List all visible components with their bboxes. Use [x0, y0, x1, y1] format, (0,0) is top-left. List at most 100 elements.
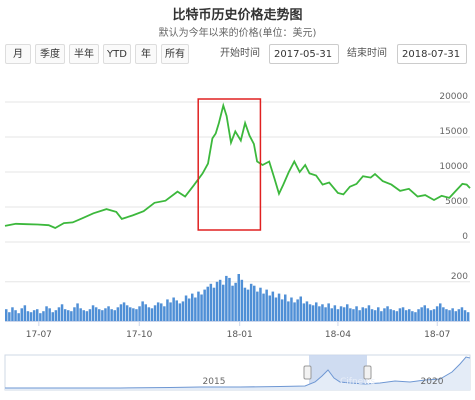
- volume-bar: [101, 310, 104, 321]
- volume-bar: [451, 308, 454, 321]
- volume-bar: [256, 291, 259, 321]
- volume-bar: [153, 305, 157, 321]
- volume-bar: [435, 306, 439, 321]
- highlight-box: [197, 98, 262, 231]
- volume-bar: [194, 297, 197, 321]
- volume-bar: [215, 281, 219, 321]
- volume-bar: [423, 305, 426, 321]
- volume-bar: [280, 299, 284, 321]
- range-button-ytd[interactable]: YTD: [103, 44, 131, 64]
- volume-bar: [277, 293, 281, 321]
- volume-bar: [293, 302, 296, 321]
- volume-bar: [330, 308, 333, 321]
- volume-bar: [203, 289, 206, 321]
- volume-bar: [389, 309, 392, 321]
- range-button-all[interactable]: 所有: [161, 44, 189, 64]
- volume-bar: [346, 304, 349, 321]
- volume-bar: [218, 279, 222, 321]
- volume-bar: [262, 293, 265, 321]
- volume-bar: [460, 307, 464, 321]
- volume-bar: [209, 283, 213, 321]
- volume-bar: [175, 300, 178, 321]
- volume-bar: [454, 311, 457, 321]
- volume-bar: [318, 306, 321, 321]
- volume-bar: [135, 309, 138, 321]
- volume-bar: [448, 310, 451, 321]
- end-date-input[interactable]: [397, 44, 467, 64]
- volume-bar: [57, 307, 61, 321]
- volume-bar: [367, 305, 371, 321]
- volume-bar: [138, 306, 141, 321]
- x-axis: 17-07 17-10 18-01 18-04 18-07: [5, 321, 470, 340]
- volume-bar: [420, 307, 423, 321]
- volume-bar: [274, 297, 278, 321]
- volume-bar: [234, 282, 237, 321]
- volume-bar: [187, 298, 191, 321]
- volume-bar: [113, 310, 116, 321]
- volume-bar: [82, 310, 85, 321]
- volume-bar: [36, 309, 39, 321]
- volume-bar: [225, 275, 228, 321]
- volume-bar: [333, 305, 337, 321]
- volume-bar: [373, 310, 377, 321]
- volume-bar: [231, 285, 234, 321]
- volume-bar: [315, 302, 318, 321]
- x-tick-label: 18-07: [424, 330, 450, 340]
- volume-tick-label: 200: [451, 272, 468, 282]
- volume-bar: [355, 306, 358, 321]
- volume-bar: [414, 312, 417, 321]
- volume-bar: [324, 307, 327, 321]
- volume-bar: [386, 306, 389, 321]
- range-button-month[interactable]: 月: [5, 44, 31, 64]
- volume-bar: [20, 308, 23, 321]
- navigator-handle-left[interactable]: [303, 365, 312, 380]
- volume-bar: [466, 312, 470, 321]
- watermark-text: Cifnews: [340, 377, 376, 387]
- price-tick-label: 0: [462, 232, 468, 242]
- volume-bar: [11, 307, 14, 321]
- price-tick-label: 15000: [439, 127, 468, 137]
- volume-bar: [308, 304, 312, 321]
- volume-bar: [169, 302, 172, 321]
- x-tick-label: 17-10: [126, 330, 152, 340]
- volume-bar: [200, 294, 203, 321]
- volume-bar: [144, 304, 147, 321]
- volume-bar: [364, 308, 368, 321]
- volume-bar: [445, 309, 448, 321]
- range-button-half-year[interactable]: 半年: [69, 44, 99, 64]
- volume-bar: [178, 303, 182, 321]
- volume-bar: [125, 305, 129, 321]
- volume-bar: [39, 313, 42, 321]
- volume-bar: [249, 283, 253, 321]
- volume-bar: [321, 304, 324, 321]
- volume-bar: [401, 307, 405, 321]
- navigator: 2015 2020 Cifnews: [4, 354, 471, 391]
- navigator-handle-right[interactable]: [363, 365, 372, 380]
- volume-bar: [408, 309, 411, 321]
- volume-bar: [352, 309, 355, 321]
- chart-title: 比特币历史价格走势图: [172, 8, 303, 23]
- volume-bar: [299, 296, 302, 321]
- price-y-axis: 0 5000 10000 15000 20000: [439, 92, 468, 242]
- volume-bar: [98, 309, 101, 321]
- start-date-input[interactable]: [269, 44, 339, 64]
- navigator-area: [5, 357, 470, 390]
- range-button-quarter[interactable]: 季度: [35, 44, 65, 64]
- volume-bar: [160, 303, 163, 321]
- price-gridlines: [5, 101, 470, 243]
- volume-bar: [26, 311, 30, 321]
- navigator-year-label: 2020: [421, 377, 444, 387]
- volume-bar: [163, 306, 166, 321]
- volume-bar: [395, 311, 399, 321]
- navigator-year-label: 2015: [203, 377, 226, 387]
- volume-bar: [67, 310, 70, 321]
- range-button-year[interactable]: 年: [135, 44, 157, 64]
- volume-bar: [398, 308, 402, 321]
- volume-bar: [442, 307, 445, 321]
- volume-bar: [240, 279, 244, 321]
- volume-bar: [206, 286, 209, 321]
- range-toolbar: 月 季度 半年 YTD 年 所有 开始时间 结束时间: [5, 44, 470, 66]
- volume-bar: [51, 312, 54, 321]
- volume-bar: [14, 310, 17, 321]
